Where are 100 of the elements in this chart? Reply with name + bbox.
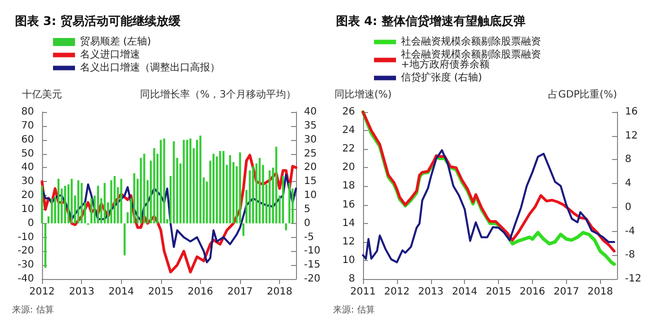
y-tick-label: 16 [342,199,355,210]
bar [114,176,116,224]
x-tick-label: 2015 [486,286,512,298]
y-tick-label: 14 [342,218,355,229]
bar [41,186,43,224]
x-tick-label: 2018 [266,286,292,298]
bar [50,198,53,224]
bar [242,223,244,236]
y2-tick-label: 35 [304,120,317,132]
y2-tick-label: 10 [304,190,317,201]
x-tick-label: 2013 [418,286,444,298]
legend-label: 贸易顺差 (左轴) [80,36,152,48]
bar [222,150,224,224]
y-tick-label: 10 [21,204,34,215]
y-tick-label: 20 [342,162,355,174]
y2-tick-label: 20 [304,162,317,174]
y-tick-label: 80 [21,106,34,118]
y2-tick-label: 15 [304,176,317,188]
x-tick-label: 2012 [29,286,55,298]
y2-tick-label: 25 [304,148,317,160]
y-tick-label: 50 [21,148,34,160]
y2-tick-label: -12 [625,274,642,284]
bar [124,223,126,256]
bar [288,182,290,224]
y2-tick-label: 8 [625,154,632,166]
legend-label: 社会融资规模余额剔除股票融资 [401,36,541,48]
bar [186,140,188,224]
bar [104,182,106,224]
bar [143,154,146,224]
bar [199,136,202,224]
bar [196,140,198,224]
y2-tick-label: 0 [625,202,632,213]
y2-tick-label: 40 [304,106,317,118]
y-tick-label: 8 [348,274,355,284]
legend-label: 名义出口增速（调整出口高报） [80,62,220,74]
y-tick-label: 10 [342,254,355,266]
y2-axis-title: 同比增长率（%，3个月移动平均） [140,88,296,100]
bar [153,148,156,224]
y-tick-label: -30 [18,260,34,271]
bar [110,180,112,224]
x-tick-label: 2014 [452,286,478,298]
y-tick-label: 20 [21,190,34,201]
x-tick-label: 2017 [227,286,253,298]
bar [268,170,271,224]
x-tick-label: 2011 [350,286,376,298]
chart-title: 图表 3: 贸易活动可能继续放缓 [15,14,182,28]
y-tick-label: -40 [18,274,34,284]
y-tick-label: 30 [21,176,34,188]
bar [258,158,261,224]
x-tick-label: 2017 [554,286,580,298]
legend-label: 名义进口增速 [80,48,140,60]
y2-tick-label: -5 [304,232,314,243]
y2-tick-label: 30 [304,134,317,146]
y2-tick-label: 12 [625,130,638,142]
chart-title: 图表 4: 整体信贷增速有望触底反弹 [336,14,526,28]
bar [44,223,46,268]
bar [90,198,92,224]
y2-axis-title: 占GDP比重(%) [548,88,618,100]
bar [182,140,185,224]
y-tick-label: 0 [28,218,34,229]
line-series [362,149,616,264]
bar [160,140,162,224]
x-tick-label: 2016 [188,286,214,298]
y2-tick-label: -8 [625,250,635,261]
y-tick-label: 70 [21,120,34,132]
bar [212,154,214,224]
bar [189,138,192,224]
bar [80,182,83,224]
y-tick-label: 24 [342,125,355,136]
bar [239,152,242,224]
bar [229,155,232,224]
x-tick-label: 2015 [148,286,174,298]
bar [77,180,80,224]
source-note: 来源: 估算 [333,304,375,316]
bar [163,138,166,224]
y-tick-label: 22 [342,144,355,155]
bar [282,176,284,224]
bar [97,186,100,224]
bar [172,141,175,224]
bar [70,178,73,224]
bar [140,158,142,224]
bar [133,173,136,224]
y-tick-label: 18 [342,180,355,192]
y2-tick-label: -4 [625,226,635,237]
x-tick-label: 2018 [587,286,613,298]
y2-tick-label: -15 [304,260,320,271]
y-axis-title: 十亿美元 [22,88,62,100]
y-axis-title: 同比增速(%) [334,88,392,100]
y-tick-label: -20 [18,246,34,257]
legend-label: 信贷扩张度 (右轴) [401,72,482,84]
bar [248,170,251,224]
line-series [41,174,297,264]
y-tick-label: 12 [342,236,355,248]
source-note: 来源: 估算 [12,304,54,316]
bar [285,223,288,230]
y2-tick-label: -20 [304,274,320,284]
legend-label: 社会融资规模余额剔除股票融资+地方政府债券余额 [401,48,541,70]
x-tick-label: 2016 [520,286,546,298]
x-tick-label: 2013 [68,286,94,298]
y2-tick-label: 5 [304,204,310,215]
